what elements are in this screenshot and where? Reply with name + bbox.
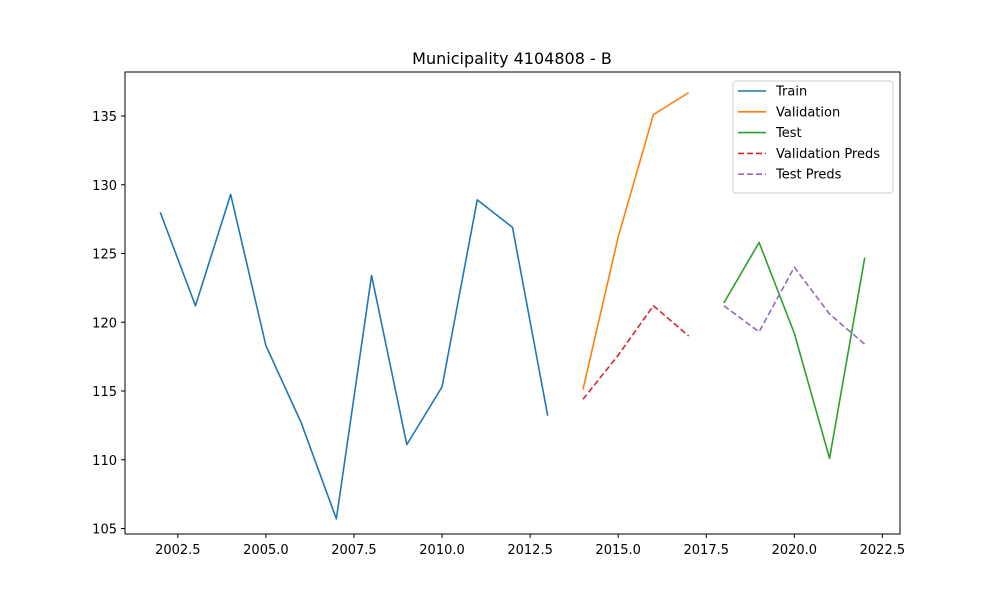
plot-area [159, 91, 866, 520]
y-tick-label: 120 [92, 316, 117, 331]
x-tick-label: 2010.0 [419, 543, 465, 558]
legend-label: Test Preds [775, 168, 842, 183]
y-tick-label: 135 [92, 110, 117, 125]
series-line-validation-preds [582, 304, 690, 400]
x-tick-label: 2007.5 [331, 543, 377, 558]
x-tick-label: 2012.5 [507, 543, 553, 558]
y-tick-label: 105 [92, 523, 117, 538]
x-tick-label: 2005.0 [243, 543, 289, 558]
x-axis: 2002.5 2005.0 2007.5 2010.0 2012.5 2015.0 2017… [155, 534, 905, 558]
x-tick-label: 2015.0 [595, 543, 641, 558]
series-line-train [159, 193, 549, 520]
plot-frame [124, 71, 901, 535]
series-line-test-preds [723, 266, 866, 345]
legend-label: Validation Preds [776, 147, 880, 162]
y-axis: 105 110 115 120 125 130 135 [92, 110, 125, 538]
x-tick-label: 2022.5 [860, 543, 906, 558]
y-tick-label: 110 [92, 454, 117, 469]
legend-box [732, 80, 894, 194]
chart-title: Municipality 4104808 - B [412, 49, 612, 68]
x-tick-label: 2020.0 [772, 543, 818, 558]
series-line-validation [582, 91, 690, 390]
series-line-test [723, 241, 866, 460]
y-tick-label: 125 [92, 248, 117, 263]
x-tick-label: 2002.5 [155, 543, 201, 558]
y-tick-label: 115 [92, 385, 117, 400]
y-tick-label: 130 [92, 179, 117, 194]
legend-label: Validation [776, 105, 840, 120]
x-tick-label: 2017.5 [684, 543, 730, 558]
legend: Train Validation Test Validation Preds Test … [732, 80, 894, 194]
legend-label: Train [775, 85, 807, 100]
legend-label: Test [775, 126, 802, 141]
